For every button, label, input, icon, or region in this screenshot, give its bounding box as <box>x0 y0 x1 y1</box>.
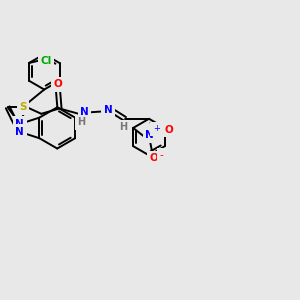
Text: N: N <box>15 127 24 137</box>
Text: O: O <box>165 125 173 135</box>
Text: -: - <box>160 150 163 160</box>
Text: N: N <box>80 107 89 117</box>
Text: N: N <box>15 119 24 129</box>
Text: O: O <box>150 153 158 163</box>
Text: H: H <box>119 122 128 132</box>
Text: N: N <box>145 130 154 140</box>
Text: +: + <box>153 124 160 133</box>
Text: Cl: Cl <box>40 56 51 66</box>
Text: S: S <box>19 102 27 112</box>
Text: N: N <box>104 105 112 115</box>
Text: H: H <box>77 117 86 127</box>
Text: O: O <box>54 79 62 89</box>
